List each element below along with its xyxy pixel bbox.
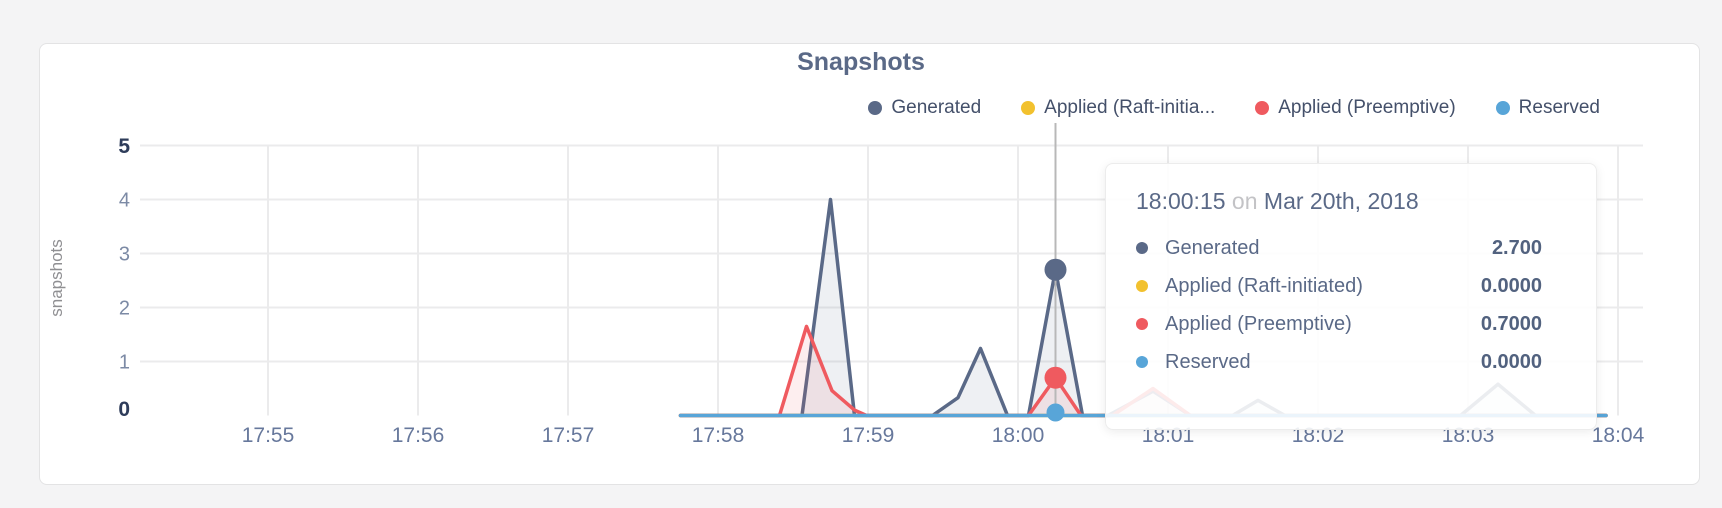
tooltip-time: 18:00:15 bbox=[1136, 188, 1226, 214]
tooltip-series-label: Applied (Preemptive) bbox=[1165, 312, 1352, 335]
legend-label: Generated bbox=[891, 97, 982, 118]
generated-series-dot-icon bbox=[868, 101, 883, 115]
tooltip-row: Applied (Raft-initiated) 0.0000 bbox=[1136, 267, 1542, 305]
hover-point-dot bbox=[1044, 366, 1067, 389]
tooltip-row: Applied (Preemptive) 0.7000 bbox=[1136, 305, 1542, 343]
tooltip-series-value: 0.0000 bbox=[1480, 350, 1542, 373]
y-tick-label: 0 bbox=[118, 398, 130, 421]
legend-item-generated[interactable]: Generated bbox=[868, 97, 981, 119]
legend-item-reserved[interactable]: Reserved bbox=[1495, 97, 1600, 119]
tooltip-row: Generated 2.700 bbox=[1136, 229, 1542, 267]
legend: Generated Applied (Raft-initia... Applie… bbox=[868, 97, 1600, 119]
x-tick-label: 17:57 bbox=[541, 424, 595, 447]
hover-tooltip: 18:00:15 on Mar 20th, 2018 Generated 2.7… bbox=[1105, 163, 1597, 430]
x-tick-label: 18:00 bbox=[991, 424, 1045, 447]
y-tick-label: 2 bbox=[118, 297, 130, 319]
x-tick-label: 17:56 bbox=[391, 424, 445, 447]
tooltip-conjunction: on bbox=[1231, 188, 1258, 214]
y-tick-label: 5 bbox=[118, 134, 130, 158]
x-tick-label: 17:59 bbox=[841, 424, 895, 447]
y-tick-label: 3 bbox=[118, 243, 130, 265]
preemptive-series-dot-icon bbox=[1136, 318, 1148, 330]
y-tick-label: 1 bbox=[118, 351, 130, 373]
tooltip-header: 18:00:15 on Mar 20th, 2018 bbox=[1136, 188, 1542, 215]
tooltip-series-label: Applied (Raft-initiated) bbox=[1165, 274, 1363, 297]
reserved-series-dot-icon bbox=[1495, 101, 1510, 115]
tooltip-series-label: Generated bbox=[1165, 236, 1260, 259]
raft-initiated-series-dot-icon bbox=[1021, 101, 1036, 115]
hover-point-dot bbox=[1046, 403, 1065, 422]
tooltip-series-value: 0.7000 bbox=[1480, 312, 1542, 335]
generated-series-dot-icon bbox=[1136, 242, 1148, 254]
legend-label: Applied (Preemptive) bbox=[1278, 97, 1456, 118]
y-tick-label: 4 bbox=[118, 189, 130, 211]
legend-item-applied-raft-initiated[interactable]: Applied (Raft-initia... bbox=[1021, 97, 1215, 119]
raft-initiated-series-dot-icon bbox=[1136, 280, 1148, 292]
tooltip-series-label: Reserved bbox=[1165, 350, 1251, 373]
x-tick-label: 17:55 bbox=[241, 424, 295, 447]
reserved-series-dot-icon bbox=[1136, 356, 1148, 368]
tooltip-date: Mar 20th, 2018 bbox=[1263, 188, 1419, 214]
tooltip-series-value: 2.700 bbox=[1491, 236, 1542, 259]
preemptive-series-dot-icon bbox=[1255, 101, 1270, 115]
x-tick-label: 17:58 bbox=[691, 424, 745, 447]
hover-point-dot bbox=[1044, 258, 1067, 281]
legend-item-applied-preemptive[interactable]: Applied (Preemptive) bbox=[1255, 97, 1456, 119]
legend-label: Applied (Raft-initia... bbox=[1044, 97, 1216, 118]
legend-label: Reserved bbox=[1518, 97, 1600, 118]
tooltip-row: Reserved 0.0000 bbox=[1136, 343, 1542, 381]
y-axis-label: snapshots bbox=[47, 239, 66, 317]
x-tick-label: 18:04 bbox=[1591, 424, 1645, 447]
tooltip-series-value: 0.0000 bbox=[1480, 274, 1542, 297]
chart-title: Snapshots bbox=[797, 48, 925, 76]
